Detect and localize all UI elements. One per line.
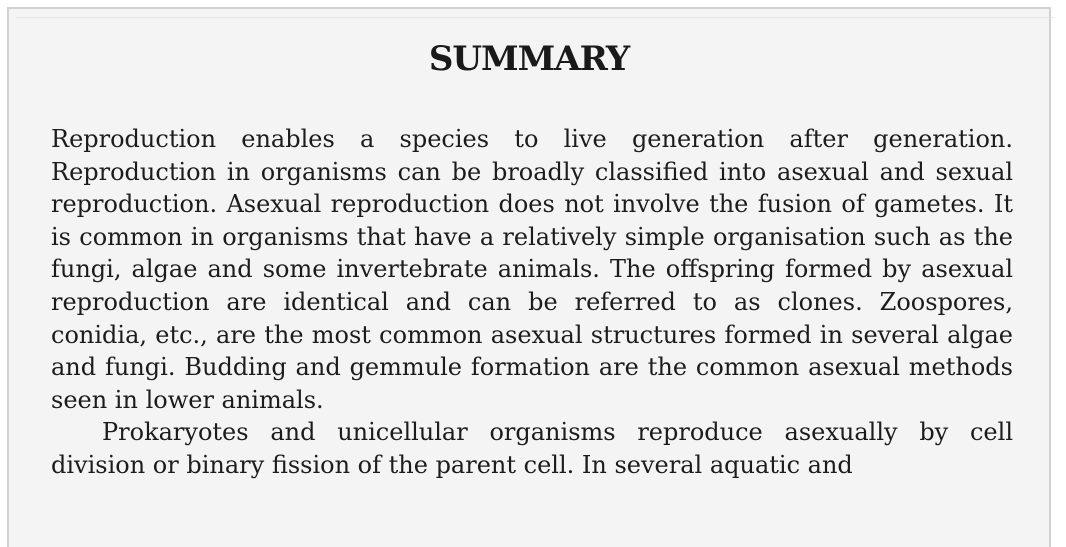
document-page: SUMMARY Reproduction enables a species t… [7, 7, 1054, 547]
paragraph-2: Prokaryotes and unicellular organisms re… [51, 418, 1013, 479]
divider [16, 17, 1054, 18]
body-text: Reproduction enables a species to live g… [51, 123, 1013, 482]
page-title: SUMMARY [428, 39, 630, 79]
paragraph-1: Reproduction enables a species to live g… [51, 125, 1013, 414]
